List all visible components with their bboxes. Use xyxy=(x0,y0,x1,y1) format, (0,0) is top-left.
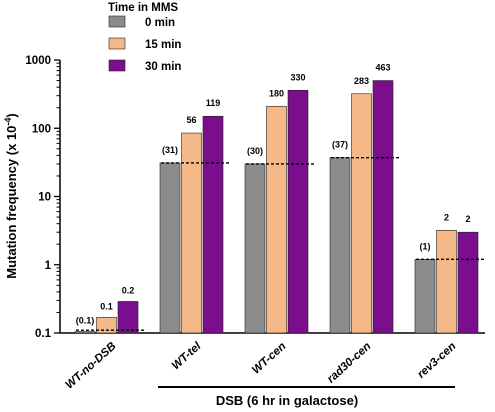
y-tick-label: 1000 xyxy=(25,55,51,67)
legend-swatch xyxy=(108,15,126,28)
bar-WT-tel-30min xyxy=(202,115,224,334)
legend-swatch xyxy=(108,37,126,50)
data-label: (37) xyxy=(332,140,348,150)
y-axis-label: Mutation frequency (x 10-4) xyxy=(3,113,19,279)
legend-label: 15 min xyxy=(145,39,181,51)
bar-rev3-cen-15min xyxy=(436,229,457,334)
data-label: (0.1) xyxy=(76,316,95,326)
x-axis-label: DSB (6 hr in galactose) xyxy=(216,393,358,408)
legend-title: Time in MMS xyxy=(108,2,178,14)
data-label: 2 xyxy=(465,214,470,224)
y-tick-label: 1 xyxy=(45,260,52,272)
bar-WT-no-DSB-0min xyxy=(74,331,96,334)
data-label: 0.1 xyxy=(100,301,113,311)
legend-swatch xyxy=(108,59,126,72)
x-tick-label: rad30-cen xyxy=(325,340,373,385)
y-tick-label: 100 xyxy=(32,123,51,135)
bar-WT-no-DSB-30min xyxy=(117,301,139,334)
bar-WT-cen-0min xyxy=(244,163,266,334)
bar-rad30-cen-15min xyxy=(351,93,372,334)
data-label: 56 xyxy=(186,115,196,125)
bar-rev3-cen-30min xyxy=(457,231,479,334)
bar-WT-cen-15min xyxy=(266,105,287,334)
bar-WT-tel-0min xyxy=(159,162,181,334)
x-tick-label: rev3-cen xyxy=(415,340,458,381)
bar-rad30-cen-30min xyxy=(372,80,394,334)
bar-WT-tel-15min xyxy=(181,132,202,334)
y-tick-label: 10 xyxy=(38,192,51,204)
data-label: (1) xyxy=(420,241,431,251)
data-label: 119 xyxy=(206,98,221,108)
x-tick-label: WT-tel xyxy=(170,340,204,373)
legend-label: 0 min xyxy=(145,17,175,29)
x-tick-label: WT-no-DSB xyxy=(63,340,118,391)
bar-rad30-cen-0min xyxy=(329,157,351,334)
data-label: 180 xyxy=(269,88,284,98)
legend-label: 30 min xyxy=(145,61,181,73)
data-label: (31) xyxy=(162,145,178,155)
bar-WT-cen-30min xyxy=(287,89,309,334)
data-label: 463 xyxy=(375,63,390,73)
bar-rev3-cen-0min xyxy=(414,259,436,334)
data-label: (30) xyxy=(247,146,263,156)
y-tick-label: 0.1 xyxy=(35,328,52,340)
data-label: 2 xyxy=(444,212,449,222)
x-tick-label: WT-cen xyxy=(250,340,288,376)
bar-WT-no-DSB-15min xyxy=(96,316,117,334)
data-label: 283 xyxy=(354,76,369,86)
data-label: 0.2 xyxy=(122,285,135,295)
data-label: 330 xyxy=(290,72,305,82)
